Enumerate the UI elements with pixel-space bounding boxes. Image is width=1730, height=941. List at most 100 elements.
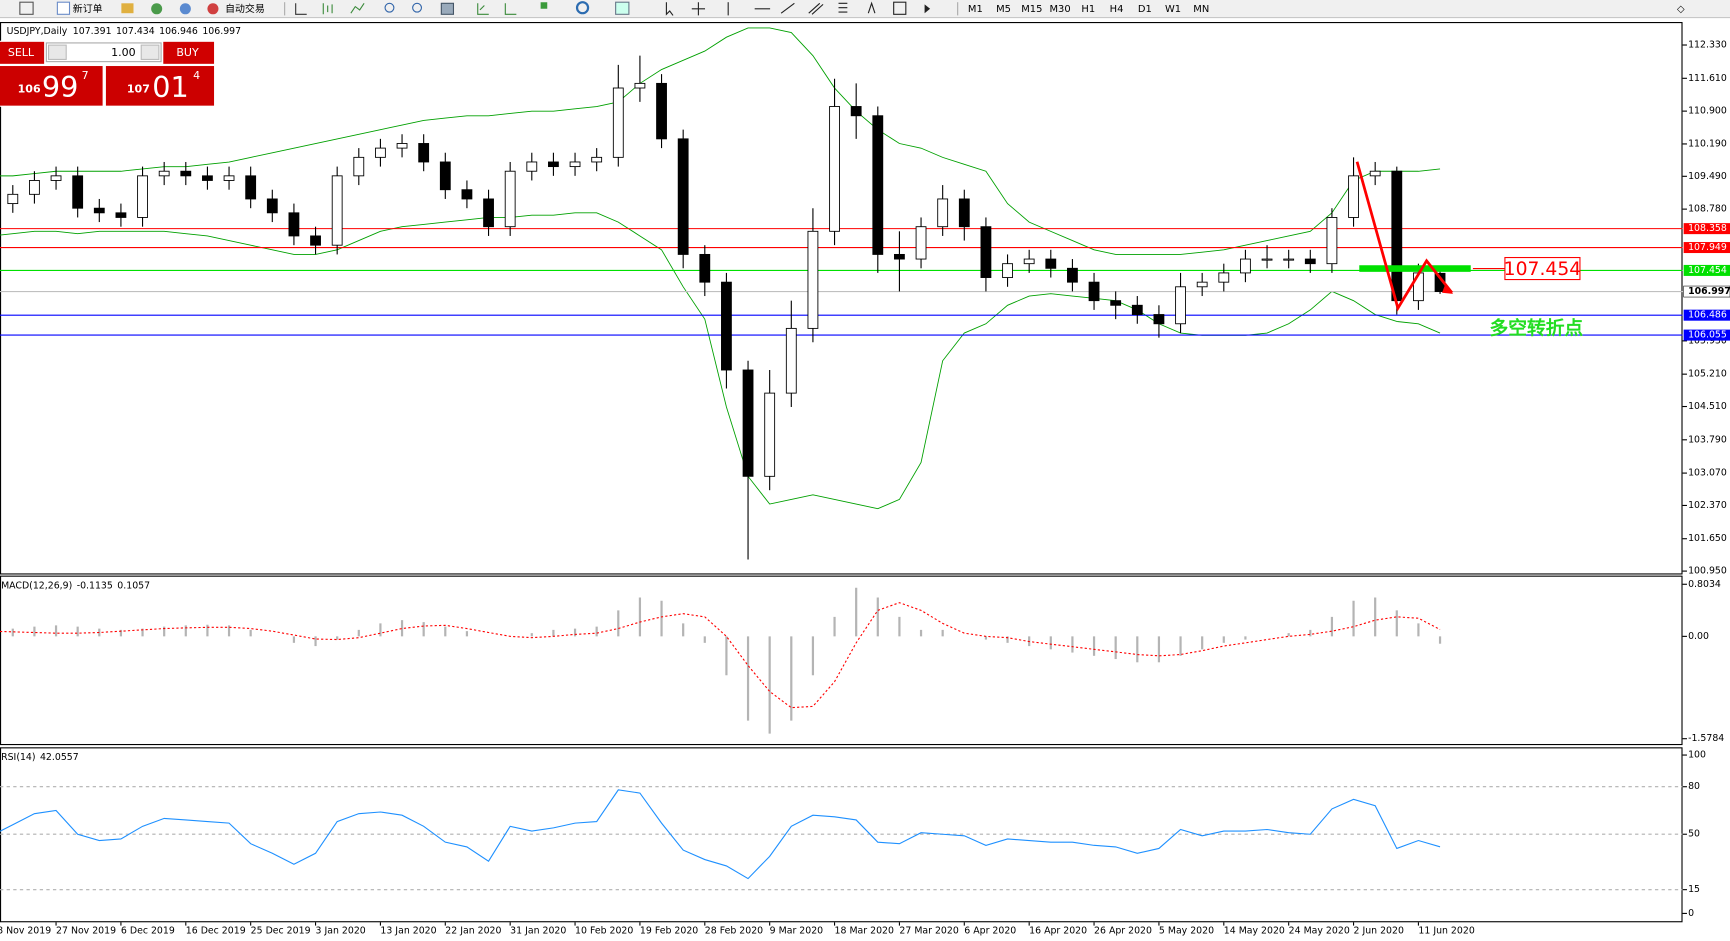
- autoscroll-icon[interactable]: [477, 3, 489, 15]
- candle-body: [50, 175, 62, 181]
- timeframe-button[interactable]: M5: [996, 4, 1011, 15]
- arrow-head: [1442, 283, 1454, 294]
- fibo-icon[interactable]: [838, 2, 848, 13]
- periods-icon[interactable]: [575, 1, 590, 15]
- autotrading-button[interactable]: 自动交易: [225, 2, 265, 15]
- candle-body: [202, 175, 213, 181]
- sell-price-small[interactable]: 7: [82, 69, 89, 82]
- options-icon[interactable]: ◇: [1677, 4, 1685, 15]
- candle-body: [1218, 272, 1230, 283]
- candle-body: [634, 82, 646, 89]
- signal-readout: 0.1057: [117, 580, 150, 591]
- sell-price-big[interactable]: 106: [18, 82, 41, 95]
- chart-shift-icon[interactable]: [504, 3, 517, 15]
- line-chart-icon[interactable]: [350, 2, 365, 14]
- timeframe-button[interactable]: M15: [1021, 4, 1042, 15]
- candle-body: [1045, 258, 1057, 269]
- symbol: USDJPY,Daily: [7, 25, 68, 36]
- candle-body: [288, 212, 300, 237]
- macd-panel-frame: [0, 575, 1683, 746]
- zoom-icon[interactable]: [19, 1, 34, 15]
- bar-chart-icon[interactable]: [295, 3, 307, 15]
- candle-body: [29, 180, 40, 195]
- candle-body: [1110, 300, 1122, 306]
- market-watch-icon[interactable]: [121, 3, 134, 14]
- sell-price-box[interactable]: [0, 66, 103, 106]
- x-tick-label: 9 Mar 2020: [770, 926, 823, 937]
- timeframe-button[interactable]: M1: [968, 4, 983, 15]
- candle-body: [1283, 258, 1295, 261]
- lots-up[interactable]: [140, 44, 160, 60]
- candle-body: [375, 147, 386, 158]
- signals-icon[interactable]: [179, 3, 191, 15]
- arrows-icon[interactable]: [924, 4, 931, 14]
- candle-body: [158, 170, 170, 177]
- autotrading-icon[interactable]: [207, 3, 219, 15]
- cursor-icon[interactable]: [665, 2, 674, 16]
- lots-input[interactable]: [45, 42, 162, 63]
- sell-price-main[interactable]: 99: [42, 70, 78, 104]
- sell-label[interactable]: SELL: [8, 46, 35, 59]
- y-tick-label: 102.370: [1688, 500, 1727, 511]
- candle-body: [223, 175, 235, 181]
- x-tick-label: 13 Jan 2020: [380, 926, 436, 937]
- candle-body: [1088, 281, 1100, 302]
- callout-price: 107.454: [1504, 259, 1582, 280]
- candle-body: [72, 175, 84, 209]
- zoom-in-icon[interactable]: [384, 2, 395, 13]
- timeframe-button[interactable]: H4: [1110, 4, 1124, 15]
- text-icon[interactable]: [867, 1, 876, 14]
- new-order-icon[interactable]: [56, 1, 71, 15]
- timeframe-button[interactable]: W1: [1165, 4, 1181, 15]
- level-tag-label: 106.486: [1688, 310, 1727, 321]
- buy-price-big[interactable]: 107: [127, 82, 150, 95]
- buy-price-small[interactable]: 4: [193, 69, 200, 82]
- tile-icon[interactable]: [440, 2, 455, 15]
- buy-label[interactable]: BUY: [176, 46, 199, 59]
- timeframe-button[interactable]: H1: [1081, 4, 1095, 15]
- timeframe-button[interactable]: D1: [1138, 4, 1152, 15]
- chart-header: USDJPY,Daily 107.391 107.434 106.946 106.997: [7, 25, 242, 36]
- label-icon[interactable]: [893, 1, 907, 15]
- candle-body: [569, 161, 581, 168]
- candle-body: [1067, 267, 1078, 283]
- buy-price-main[interactable]: 01: [152, 70, 188, 104]
- timeframe-button[interactable]: MN: [1193, 4, 1209, 15]
- bollinger-upper: [0, 27, 1441, 255]
- x-tick-label: 27 Nov 2019: [56, 926, 116, 937]
- y-tick-label: 104.510: [1688, 401, 1727, 412]
- sell-button[interactable]: [0, 41, 45, 64]
- candle-body: [721, 281, 732, 371]
- candle-body: [439, 161, 451, 191]
- candle-body: [612, 87, 624, 158]
- lots-down[interactable]: [47, 44, 67, 60]
- new-order-button[interactable]: 新订单: [73, 2, 103, 15]
- y-tick-label: 109.490: [1688, 171, 1727, 182]
- crosshair-icon[interactable]: [691, 2, 706, 16]
- zoom-out-icon[interactable]: [412, 2, 423, 13]
- candle-chart-icon[interactable]: [322, 3, 333, 15]
- candle-body: [1002, 263, 1013, 278]
- candle-body: [1348, 175, 1359, 218]
- timeframe-button[interactable]: M30: [1049, 4, 1070, 15]
- date-axis: 18 Nov 2019 27 Nov 2019 6 Dec 2019 16 Dec 2…: [0, 922, 1475, 937]
- buy-button[interactable]: [163, 41, 215, 64]
- macd-series: [0, 587, 1442, 734]
- trendline-icon[interactable]: [780, 2, 795, 14]
- lots-value[interactable]: 1.00: [111, 46, 136, 59]
- x-tick-label: 24 May 2020: [1289, 926, 1350, 937]
- macd-title: MACD(12,26,9): [1, 580, 72, 591]
- navigator-icon[interactable]: [151, 3, 163, 15]
- channel-icon[interactable]: [808, 2, 824, 15]
- templates-icon[interactable]: [615, 1, 630, 15]
- annotation-text: 多空转折点: [1489, 318, 1583, 340]
- bid-tag-label: 106.997: [1688, 286, 1730, 297]
- buy-price-box[interactable]: [105, 66, 215, 106]
- candle-body: [742, 369, 754, 477]
- rsi-line: [0, 789, 1441, 880]
- candle-body: [115, 212, 127, 218]
- candle-body: [807, 230, 819, 329]
- x-tick-label: 14 May 2020: [1224, 926, 1285, 937]
- indicators-icon[interactable]: [540, 2, 548, 16]
